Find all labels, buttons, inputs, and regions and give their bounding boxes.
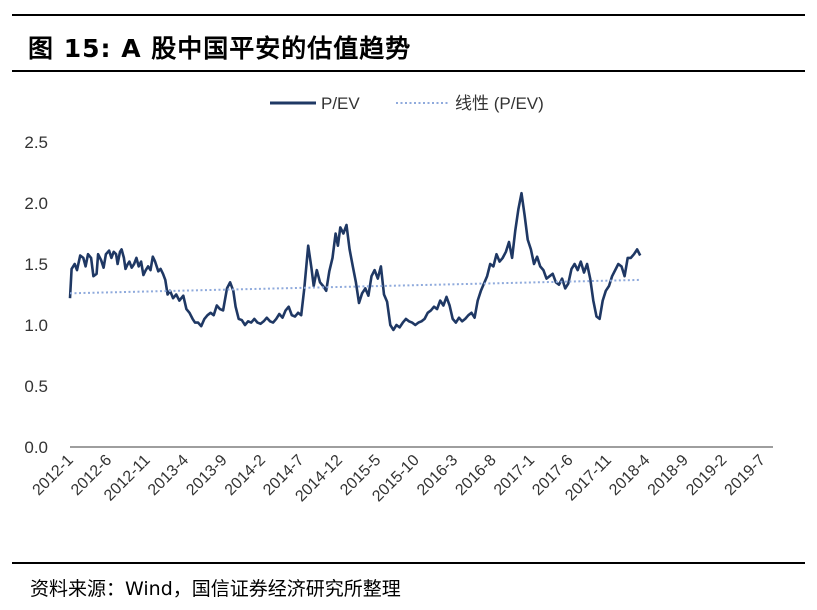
source-note: 资料来源：Wind，国信证券经济研究所整理 bbox=[30, 578, 401, 600]
x-tick-label: 2018-4 bbox=[606, 452, 653, 499]
chart-legend: P/EV 线性 (P/EV) bbox=[270, 94, 544, 113]
legend-label-trendline: 线性 (P/EV) bbox=[455, 94, 544, 113]
x-tick-label: 2012-1 bbox=[30, 452, 77, 499]
x-tick-label: 2017-1 bbox=[491, 452, 538, 499]
footer-divider bbox=[12, 562, 805, 564]
x-tick-label: 2016-3 bbox=[414, 452, 461, 499]
x-tick-label: 2016-8 bbox=[452, 452, 499, 499]
x-tick-label: 2014-2 bbox=[222, 452, 269, 499]
x-axis: 2012-12012-62012-112013-42013-92014-2201… bbox=[30, 446, 773, 505]
y-tick-label: 0.5 bbox=[24, 377, 48, 396]
y-tick-label: 2.0 bbox=[24, 194, 48, 213]
pev-series-line bbox=[68, 191, 642, 332]
pev-line-chart: P/EV 线性 (P/EV) 0.00.51.01.52.02.5 2012-12… bbox=[24, 94, 773, 505]
x-tick-label: 2019-7 bbox=[722, 452, 769, 499]
figure-title-bar: 图 15: A 股中国平安的估值趋势 bbox=[12, 14, 805, 72]
pev-trendline bbox=[69, 278, 641, 295]
y-tick-label: 1.0 bbox=[24, 316, 48, 335]
x-tick-label: 2013-9 bbox=[183, 452, 230, 499]
x-tick-label: 2013-4 bbox=[145, 452, 192, 499]
x-tick-label: 2018-9 bbox=[645, 452, 692, 499]
x-tick-label: 2019-2 bbox=[683, 452, 730, 499]
legend-label-pev: P/EV bbox=[321, 94, 360, 113]
y-tick-label: 2.5 bbox=[24, 133, 48, 152]
figure-title: 图 15: A 股中国平安的估值趋势 bbox=[28, 34, 412, 63]
y-tick-label: 0.0 bbox=[24, 438, 48, 457]
y-axis: 0.0 0.5 1.0 1.5 2.0 2.5 bbox=[24, 133, 48, 457]
y-tick-label: 1.5 bbox=[24, 255, 48, 274]
series-layer bbox=[68, 191, 642, 332]
